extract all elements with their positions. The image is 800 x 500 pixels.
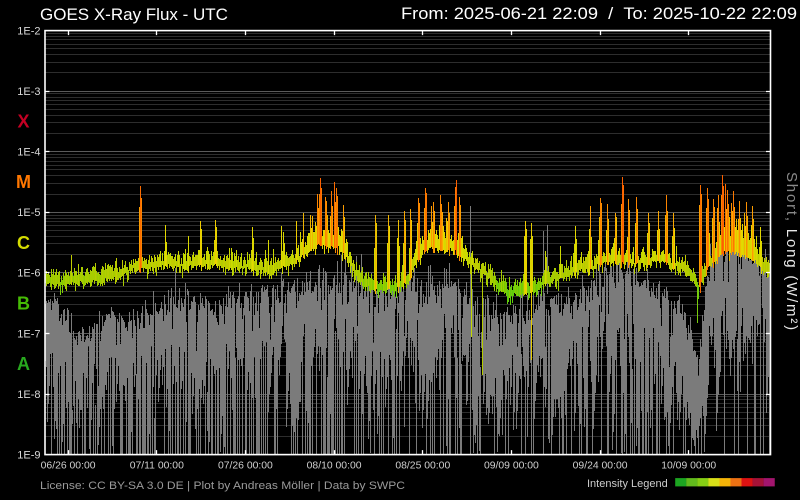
svg-text:09/24 00:00: 09/24 00:00 [573,461,628,472]
svg-text:1E-5: 1E-5 [17,207,40,219]
svg-text:06/26 00:00: 06/26 00:00 [41,461,96,472]
svg-text:A: A [17,354,30,374]
svg-text:1E-4: 1E-4 [17,147,40,159]
svg-text:09/09 00:00: 09/09 00:00 [484,461,539,472]
svg-text:1E-2: 1E-2 [17,25,40,37]
svg-text:07/26 00:00: 07/26 00:00 [218,461,273,472]
svg-text:From: 2025-06-21 22:09 / To:: From: 2025-06-21 22:09 / To: 2025-10-22 … [401,5,797,23]
svg-text:C: C [17,233,30,253]
svg-text:1E-9: 1E-9 [17,449,40,461]
svg-text:1E-8: 1E-8 [17,389,40,401]
svg-text:License: CC BY-SA 3.0 DE | Plo: License: CC BY-SA 3.0 DE | Plot by Andre… [40,480,405,492]
svg-text:1E-6: 1E-6 [17,268,40,280]
svg-text:07/11 00:00: 07/11 00:00 [130,461,184,472]
svg-text:08/10 00:00: 08/10 00:00 [307,461,362,472]
svg-text:08/25 00:00: 08/25 00:00 [395,461,450,472]
svg-text:1E-3: 1E-3 [17,86,40,98]
svg-text:GOES X-Ray Flux - UTC: GOES X-Ray Flux - UTC [40,5,228,24]
svg-text:10/09 00:00: 10/09 00:00 [661,461,716,472]
svg-text:X: X [17,112,29,132]
svg-text:M: M [16,172,31,192]
svg-text:1E-7: 1E-7 [17,328,40,340]
svg-text:B: B [17,293,30,313]
svg-text:Intensity Legend: Intensity Legend [587,478,668,490]
svg-text:Short, Long (W/m²): Short, Long (W/m²) [783,172,800,332]
